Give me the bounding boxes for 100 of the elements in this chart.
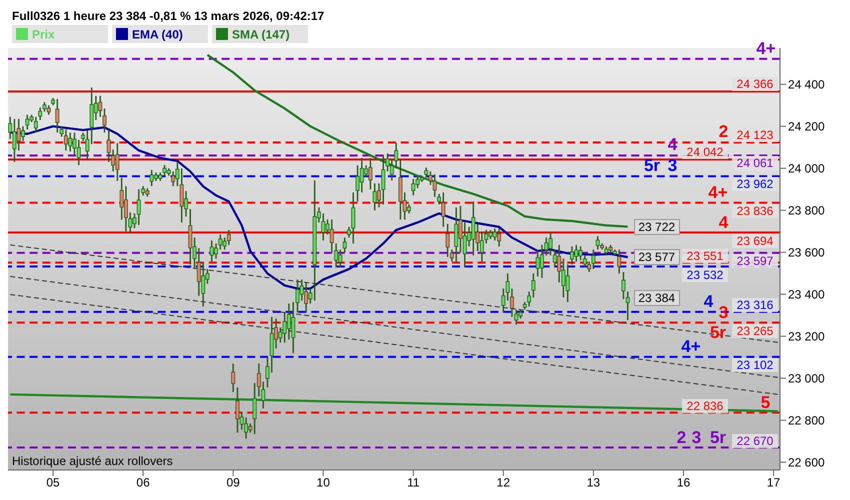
ref-line-label: 23 962	[732, 177, 778, 192]
annotation: 4+	[680, 336, 702, 356]
data-label: 23 577	[634, 249, 680, 266]
candlestick	[218, 234, 222, 250]
candlestick	[570, 246, 574, 266]
candlestick	[300, 278, 304, 302]
annotation: Historique ajusté aux rollovers	[12, 454, 173, 468]
annotation: 4+	[707, 182, 729, 202]
ref-line-label: 24 123	[732, 128, 778, 142]
candlestick	[454, 206, 458, 264]
candlestick	[46, 104, 51, 116]
candlestick	[368, 157, 372, 190]
candlestick	[55, 98, 60, 134]
candlestick	[150, 169, 154, 187]
annotation: 4+	[755, 38, 777, 58]
candlestick	[76, 139, 81, 166]
candlestick	[531, 272, 536, 298]
candlestick	[351, 192, 356, 244]
ref-line-label: 23 694	[732, 234, 778, 248]
x-tick-label: 06	[136, 476, 150, 490]
x-tick-label: 09	[226, 476, 240, 490]
candlestick	[210, 240, 214, 262]
y-tick-label: 24 400	[788, 78, 826, 92]
y-tick-label: 22 600	[788, 455, 826, 470]
candlestick	[231, 362, 236, 393]
ref-line-label: 23 836	[732, 204, 778, 218]
text: 23 384	[638, 290, 676, 305]
ref-line-label: 22 836	[682, 398, 728, 413]
ref-line-label: 23 551	[682, 248, 728, 263]
x-tick-label: 16	[676, 476, 690, 490]
text: SMA (147)	[232, 28, 290, 42]
ref-line-label: 23 265	[732, 324, 778, 338]
y-tick-label: 23 200	[788, 330, 826, 344]
candlestick	[106, 130, 111, 163]
candlestick	[424, 166, 428, 178]
annotation: 3	[666, 156, 678, 176]
text: Prix	[32, 28, 56, 42]
x-tick-label: 05	[46, 476, 60, 490]
annotation: 5r	[708, 428, 728, 447]
candlestick	[591, 248, 596, 270]
x-tick-label: 11	[407, 476, 420, 490]
candlestick	[226, 229, 231, 246]
candlestick	[488, 229, 492, 240]
y-tick-label: 23 400	[788, 288, 826, 302]
candlestick	[304, 282, 308, 314]
ref-line-label: 23 532	[682, 268, 728, 282]
candlestick	[115, 142, 120, 182]
x-tick-label: 13	[586, 476, 600, 490]
candlestick	[64, 128, 68, 152]
annotation: 5r	[708, 322, 728, 342]
candlestick	[364, 164, 368, 178]
annotation: 2	[718, 122, 730, 142]
candlestick	[381, 154, 386, 206]
line-series	[206, 54, 629, 228]
candlestick	[471, 200, 476, 256]
candlestick	[574, 244, 578, 262]
y-tick-label: 23 000	[788, 372, 826, 386]
candlestick	[604, 246, 608, 256]
candlestick	[446, 223, 450, 258]
candlestick	[622, 271, 626, 300]
chart-title: Full0326 1 heure 23 384 -0,81 % 13 mars 2026, 09:42:17	[11, 8, 326, 24]
candlestick	[411, 178, 416, 196]
ref-line-label: 24 061	[732, 156, 778, 170]
candlestick	[12, 118, 16, 163]
annotation: 4	[718, 212, 730, 232]
x-tick-label: 12	[496, 476, 510, 490]
ref-line-label: 23 316	[732, 298, 778, 312]
candlestick	[514, 308, 518, 326]
candlestick	[617, 248, 622, 274]
ref-line-label: 24 042	[682, 145, 728, 160]
ref-line-label: 22 670	[732, 434, 778, 448]
ref-line-label: 24 366	[732, 77, 778, 92]
candlestick	[497, 228, 502, 248]
candlestick	[441, 192, 446, 228]
candlestick	[68, 132, 72, 152]
annotation: 4	[702, 292, 714, 311]
data-label: 23 722	[634, 218, 680, 235]
candlestick	[25, 114, 30, 130]
candlestick	[360, 157, 364, 194]
annotation: 5	[760, 392, 772, 412]
y-tick-label: 23 600	[788, 246, 826, 260]
y-tick-label: 23 800	[788, 204, 826, 218]
candlestick	[236, 386, 240, 434]
candlestick	[462, 222, 467, 268]
ref-line-label: 23 597	[732, 254, 778, 268]
candlestick	[536, 248, 540, 278]
candlestick	[548, 230, 552, 256]
ref-line-label: 23 102	[732, 358, 778, 372]
candlestick	[16, 118, 21, 152]
x-tick-label: 17	[766, 476, 781, 490]
candlestick	[136, 188, 141, 226]
x-tick-label: 10	[316, 476, 330, 490]
candlestick	[492, 228, 497, 242]
y-tick-label: 24 000	[788, 162, 826, 176]
annotation: 5r	[642, 156, 662, 176]
y-tick-label: 24 200	[788, 120, 826, 134]
annotation: 3	[690, 428, 702, 447]
candlestick	[407, 204, 411, 214]
candlestick	[342, 236, 347, 254]
text: EMA (40)	[132, 28, 183, 42]
